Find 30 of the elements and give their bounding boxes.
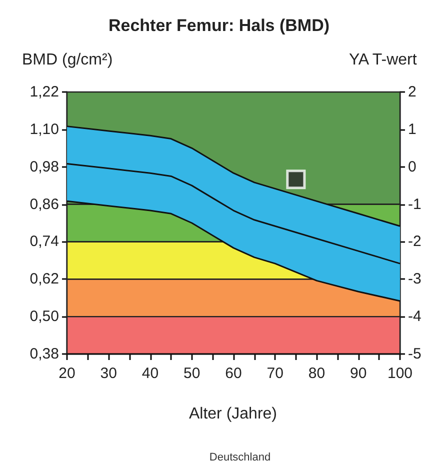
x-tick-label: 20 [58, 365, 76, 382]
x-tick-label: 80 [308, 365, 326, 382]
chart-title: Rechter Femur: Hals (BMD) [108, 16, 330, 35]
y-axis-title: BMD (g/cm²) [22, 52, 113, 68]
x-tick-label: 60 [225, 365, 242, 382]
y2-tick-label: 0 [408, 158, 416, 176]
y-tick-label: 0,62 [30, 270, 59, 288]
y-tick-label: 0,50 [30, 308, 59, 326]
x-tick-label: 70 [266, 365, 284, 382]
y-tick-label: 1,22 [30, 84, 59, 100]
y2-tick-label: -3 [408, 270, 422, 288]
y-tick-label: 0,98 [30, 158, 59, 176]
y2-tick-label: -5 [408, 346, 422, 362]
x-tick-label: 50 [184, 365, 200, 382]
y2-tick-label: 2 [408, 84, 416, 100]
y-tick-label: 0,86 [30, 196, 59, 213]
x-axis-title: Alter (Jahre) [188, 406, 278, 422]
y2-tick-label: -4 [408, 308, 422, 326]
y-tick-label: 0,38 [30, 346, 59, 362]
x-tick-label: 30 [100, 365, 117, 382]
text: Deutschland [209, 452, 271, 464]
y2-tick-label: 1 [408, 120, 416, 138]
y2-tick-label: -2 [408, 233, 422, 250]
x-tick-label: 100 [387, 365, 413, 382]
y2-tick-label: -1 [408, 196, 422, 213]
x-tick-label: 90 [350, 365, 367, 382]
y2-axis-title: YA T-wert [348, 52, 418, 68]
y-tick-label: 0,74 [30, 233, 59, 250]
y-tick-label: 1,10 [30, 120, 59, 138]
x-tick-label: 40 [142, 365, 159, 382]
